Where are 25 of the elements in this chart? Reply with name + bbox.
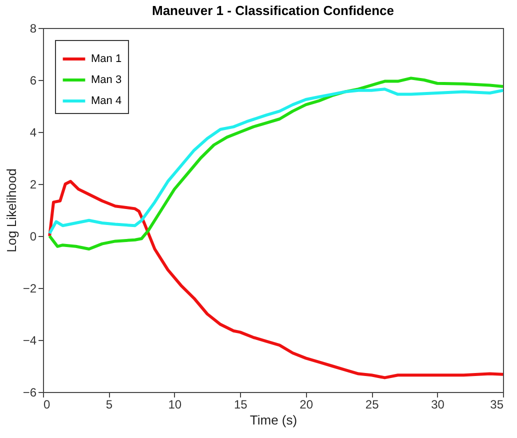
legend-label: Man 1 [91,53,122,65]
x-tick-label: 0 [44,398,50,412]
x-tick-label: 20 [300,398,314,412]
y-tick-label: 6 [30,74,37,88]
line-series [48,88,504,235]
legend-label: Man 3 [91,74,122,86]
y-tick-label: −6 [22,386,37,400]
y-tick-label: −4 [22,334,37,348]
y-axis-title: Log Likelihood [4,168,19,252]
x-axis-title: Time (s) [250,412,298,428]
chart-title: Maneuver 1 - Classification Confidence [152,3,394,18]
line-series [48,180,504,380]
x-tick-label: 5 [106,398,113,412]
legend-label: Man 4 [91,95,122,107]
x-tick-label: 15 [234,398,248,412]
x-tick-label: 10 [168,398,182,412]
y-tick-label: 8 [30,22,37,36]
y-tick-label: −2 [22,282,37,296]
y-tick-label: 4 [30,126,37,140]
line-series [48,76,504,250]
y-tick-label: 0 [30,230,37,244]
x-tick-label: 25 [365,398,380,412]
x-tick-label: 30 [431,398,445,412]
y-tick-label: 2 [30,178,37,192]
x-tick-label: 35 [490,398,504,412]
